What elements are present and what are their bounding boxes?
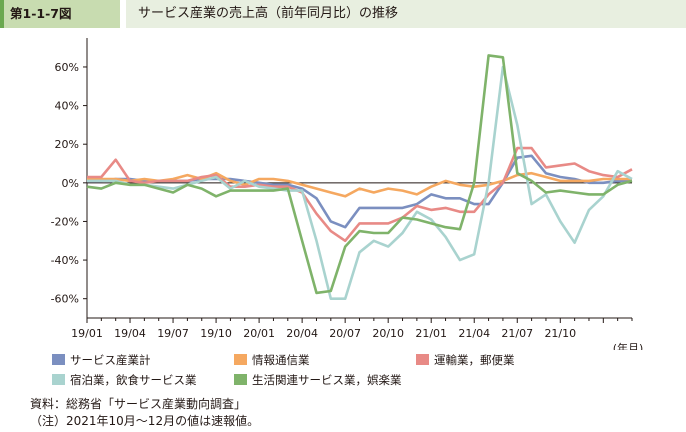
y-tick-label: -40%: [51, 254, 79, 267]
chart-legend: サービス産業計 情報通信業 運輸業，郵便業宿泊業，飲食サービス業 生活関連サービス業，…: [52, 352, 672, 392]
note-line: （注）2021年10月～12月の値は速報値。: [30, 414, 260, 428]
legend-swatch: [52, 374, 65, 385]
x-tick-label: 21/01: [415, 327, 447, 340]
legend-swatch: [234, 354, 247, 365]
legend-label: 宿泊業，飲食サービス業: [70, 373, 197, 387]
series-line: [86, 54, 633, 295]
legend-swatch: [416, 354, 429, 365]
x-tick-label: 21/10: [544, 327, 576, 340]
source-line: 資料：総務省「サービス産業動向調査」: [30, 397, 247, 411]
series-line: [87, 171, 632, 198]
x-tick-label: 19/04: [114, 327, 146, 340]
x-unit-label: (年月): [613, 341, 644, 350]
figure-title: サービス産業の売上高（前年同月比）の推移: [126, 0, 686, 28]
y-tick-label: -60%: [51, 293, 79, 306]
legend-label: 運輸業，郵便業: [434, 353, 515, 367]
legend-item: サービス産業計: [52, 352, 151, 368]
legend-label: サービス産業計: [70, 353, 151, 367]
legend-item: 運輸業，郵便業: [416, 352, 515, 368]
x-tick-label: 20/01: [243, 327, 275, 340]
y-tick-label: 40%: [55, 100, 79, 113]
legend-label: 情報通信業: [252, 353, 310, 367]
x-tick-label: 20/07: [329, 327, 361, 340]
legend-swatch: [234, 374, 247, 385]
figure-number: 第1-1-7図: [0, 0, 120, 28]
x-tick-label: 21/07: [501, 327, 533, 340]
x-tick-label: 19/07: [157, 327, 189, 340]
y-tick-label: -20%: [51, 215, 79, 228]
x-tick-label: 21/04: [458, 327, 490, 340]
x-tick-label: 20/04: [286, 327, 318, 340]
series-line: [87, 146, 633, 243]
x-tick-label: 19/01: [71, 327, 103, 340]
series-line: [87, 65, 633, 301]
y-tick-label: 60%: [55, 61, 79, 74]
legend-swatch: [52, 354, 65, 365]
x-tick-label: 19/10: [200, 327, 232, 340]
legend-item: 宿泊業，飲食サービス業: [52, 372, 197, 388]
chart-axes: [83, 38, 633, 323]
line-chart: 60% 40% 20% 0% -20% -40% -60% 19/01 19/04 19/07 19…: [51, 38, 644, 350]
legend-item: 生活関連サービス業，娯楽業: [234, 372, 402, 388]
chart-tick-labels: 60% 40% 20% 0% -20% -40% -60% 19/01 19/04 19/07 19…: [51, 61, 644, 350]
x-tick-label: 20/10: [372, 327, 404, 340]
source-notes: 資料：総務省「サービス産業動向調査」 （注）2021年10月～12月の値は速報値…: [30, 396, 259, 430]
legend-label: 生活関連サービス業，娯楽業: [252, 373, 402, 387]
y-tick-label: 0%: [62, 177, 79, 190]
figure-header: 第1-1-7図 サービス産業の売上高（前年同月比）の推移: [0, 0, 686, 28]
legend-item: 情報通信業: [234, 352, 310, 368]
y-tick-label: 20%: [55, 138, 79, 151]
chart-series-lines: [86, 54, 633, 301]
